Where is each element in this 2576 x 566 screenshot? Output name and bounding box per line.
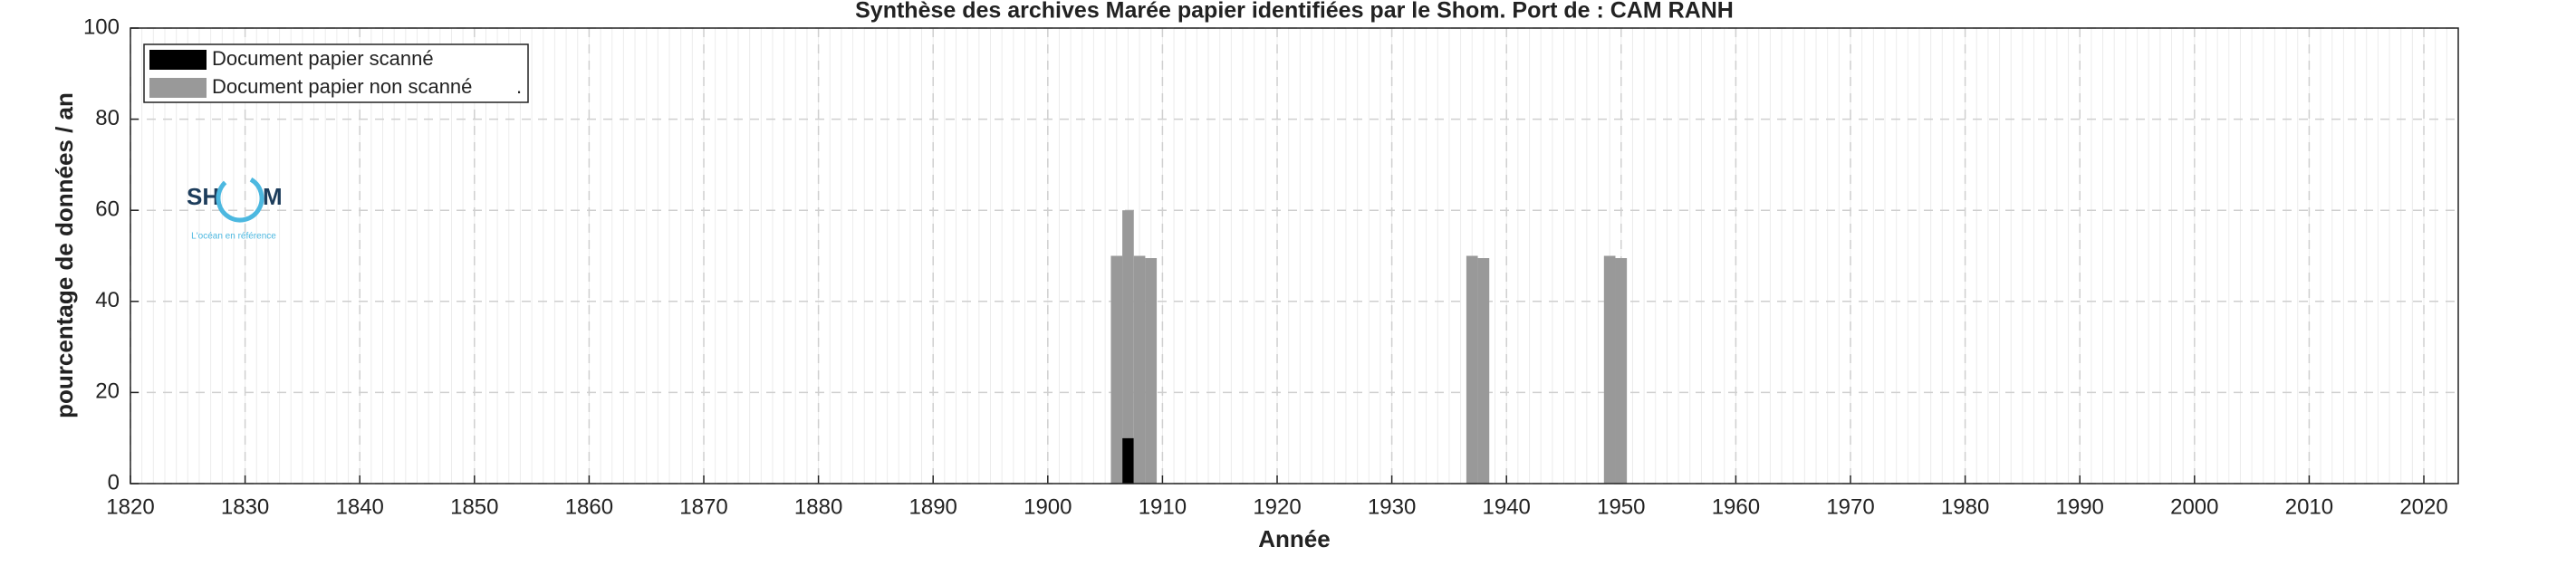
x-tick-label: 1820: [106, 494, 154, 519]
bar: [1603, 255, 1616, 484]
x-tick-label: 1960: [1712, 494, 1760, 519]
x-tick-label: 1950: [1597, 494, 1645, 519]
logo: SH M L'océan en référence: [187, 174, 283, 242]
x-tick-label: 1830: [221, 494, 269, 519]
x-tick-label: 2010: [2285, 494, 2333, 519]
logo-tagline: L'océan en référence: [191, 232, 276, 242]
legend-swatch: [149, 50, 207, 70]
bar: [1466, 255, 1478, 484]
chart-title: Synthèse des archives Marée papier ident…: [855, 0, 1734, 24]
legend-label: Document papier non scanné: [212, 75, 472, 98]
bar: [1615, 258, 1628, 484]
y-tick-label: 20: [95, 379, 120, 404]
legend-suffix: .: [516, 75, 522, 98]
x-tick-label: 1910: [1139, 494, 1187, 519]
logo-text: M: [263, 183, 283, 210]
y-tick-label: 80: [95, 106, 120, 130]
x-tick-label: 1990: [2056, 494, 2104, 519]
x-tick-label: 1930: [1368, 494, 1416, 519]
x-tick-label: 2020: [2399, 494, 2447, 519]
x-tick-label: 1970: [1826, 494, 1874, 519]
x-tick-label: 1890: [909, 494, 957, 519]
plot-frame: [130, 27, 2459, 484]
x-tick-label: 1920: [1253, 494, 1301, 519]
x-tick-label: 1880: [794, 494, 842, 519]
x-tick-label: 2000: [2170, 494, 2218, 519]
x-tick-label: 1940: [1483, 494, 1531, 519]
bar: [1145, 258, 1158, 484]
bar: [1110, 255, 1123, 484]
x-tick-label: 1850: [450, 494, 498, 519]
logo-circle: [216, 174, 264, 223]
x-tick-label: 1860: [565, 494, 613, 519]
legend-label: Document papier scanné: [212, 47, 434, 70]
y-tick-label: 100: [83, 14, 120, 39]
bar: [1133, 255, 1146, 484]
y-tick-label: 60: [95, 197, 120, 222]
bar: [1122, 437, 1134, 484]
x-tick-label: 1870: [679, 494, 727, 519]
logo-text: SH: [187, 183, 219, 210]
legend-box: [143, 43, 529, 103]
x-tick-label: 1900: [1024, 494, 1072, 519]
y-tick-label: 40: [95, 288, 120, 312]
x-axis-label: Année: [1258, 525, 1330, 552]
x-tick-label: 1980: [1941, 494, 1989, 519]
x-tick-label: 1840: [336, 494, 384, 519]
bar: [1477, 258, 1490, 484]
bar: [1122, 210, 1134, 438]
legend-swatch: [149, 78, 207, 98]
y-tick-label: 0: [108, 470, 120, 494]
y-axis-label: pourcentage de données / an: [51, 92, 78, 418]
